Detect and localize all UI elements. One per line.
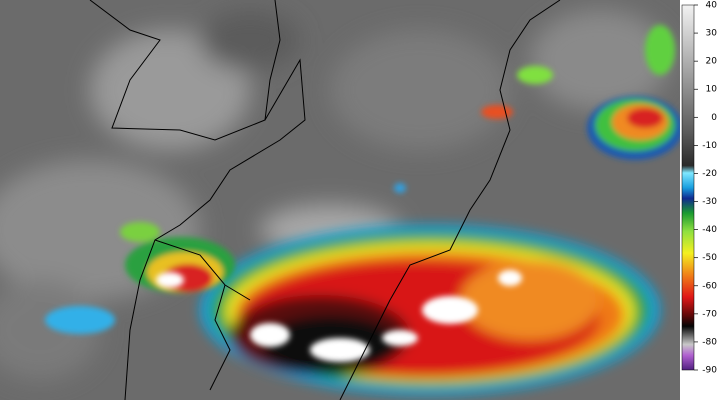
cloud-tops xyxy=(156,270,522,362)
tick-label: -50 xyxy=(702,253,717,263)
tick-label: 0 xyxy=(711,113,717,123)
tick-label: -20 xyxy=(702,169,717,179)
tick-label: -70 xyxy=(702,309,717,319)
tick-label: -90 xyxy=(702,366,717,376)
tick-label: 20 xyxy=(706,57,718,67)
storm-east xyxy=(394,25,683,193)
tick-label: 30 xyxy=(706,29,718,39)
tick-label: -40 xyxy=(702,225,717,235)
tick-label: -60 xyxy=(702,281,717,291)
tick-label: -30 xyxy=(702,197,717,207)
tick-label: 10 xyxy=(706,85,718,95)
colorbar-ticks: 40 30 20 10 0 -10 -20 -30 -40 -50 -60 -70 -80 -90 xyxy=(694,1,717,376)
tick-label: -10 xyxy=(702,141,717,151)
colorbar xyxy=(681,4,695,371)
tick-label: -80 xyxy=(702,337,717,347)
borders xyxy=(89,0,561,400)
tick-label: 40 xyxy=(706,1,718,11)
